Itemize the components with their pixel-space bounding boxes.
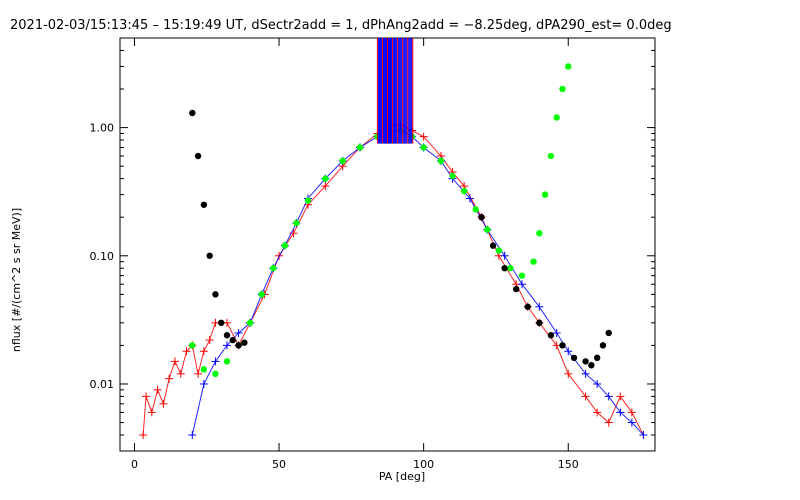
x-tick-label: 150	[558, 458, 579, 471]
data-point	[472, 206, 479, 213]
data-point	[460, 187, 468, 195]
data-point	[495, 247, 503, 254]
data-point	[582, 358, 589, 365]
data-point	[189, 342, 196, 349]
data-point	[547, 152, 555, 160]
data-point	[593, 354, 601, 362]
data-point	[322, 175, 329, 182]
data-point	[270, 265, 277, 272]
data-point	[530, 258, 537, 265]
data-point	[599, 342, 607, 349]
data-point	[218, 319, 225, 327]
data-point	[588, 362, 595, 369]
data-point	[565, 63, 572, 70]
data-point	[200, 366, 208, 373]
data-point	[553, 114, 560, 121]
chart-title: 2021-02-03/15:13:45 – 15:19:49 UT, dSect…	[10, 18, 672, 33]
series-blue	[188, 126, 648, 439]
series-line	[142, 124, 644, 436]
data-point	[559, 85, 566, 93]
data-point	[559, 342, 566, 349]
data-point	[356, 144, 364, 151]
data-point	[420, 144, 427, 151]
x-tick-label: 0	[131, 458, 138, 471]
data-point	[194, 152, 202, 160]
data-point	[536, 319, 543, 327]
data-point	[258, 291, 265, 298]
data-point	[241, 339, 248, 346]
data-point	[507, 265, 514, 272]
x-tick-label: 50	[272, 458, 286, 471]
y-tick-label: 1.00	[90, 122, 115, 135]
series-black	[189, 109, 612, 369]
data-point	[478, 213, 485, 221]
data-point	[570, 354, 578, 362]
data-point	[524, 303, 531, 310]
plot-area: 0 50 100 150 0.01 0.10 1.00	[90, 37, 656, 471]
series-red	[139, 120, 648, 439]
data-point	[518, 272, 526, 279]
data-point	[536, 230, 543, 237]
data-point	[339, 157, 346, 165]
y-tick-label: 0.10	[90, 250, 115, 263]
data-point	[512, 285, 520, 293]
data-point	[484, 226, 491, 233]
data-point	[293, 219, 300, 227]
vertical-spike-band	[376, 38, 414, 144]
x-tick-label: 100	[413, 458, 434, 471]
x-axis-label: PA [deg]	[379, 470, 425, 483]
data-point	[223, 332, 231, 339]
data-point	[189, 109, 196, 117]
data-point	[541, 191, 549, 198]
data-point	[200, 201, 208, 208]
data-point	[437, 157, 445, 165]
data-point	[235, 342, 242, 349]
data-point	[229, 336, 236, 344]
data-point	[212, 291, 219, 298]
data-point	[281, 242, 289, 249]
data-point	[223, 358, 231, 365]
y-tick-label: 0.01	[90, 378, 115, 391]
data-point	[246, 319, 254, 327]
data-point	[489, 242, 497, 249]
data-point	[501, 265, 508, 272]
data-point	[547, 332, 555, 339]
y-axis-label: nflux [#/(cm^2 s sr MeV)]	[10, 208, 23, 352]
data-point	[605, 329, 612, 337]
data-point	[304, 197, 312, 204]
series-line	[191, 129, 644, 436]
data-point	[206, 252, 213, 259]
data-point	[449, 172, 456, 180]
data-point	[212, 370, 219, 378]
